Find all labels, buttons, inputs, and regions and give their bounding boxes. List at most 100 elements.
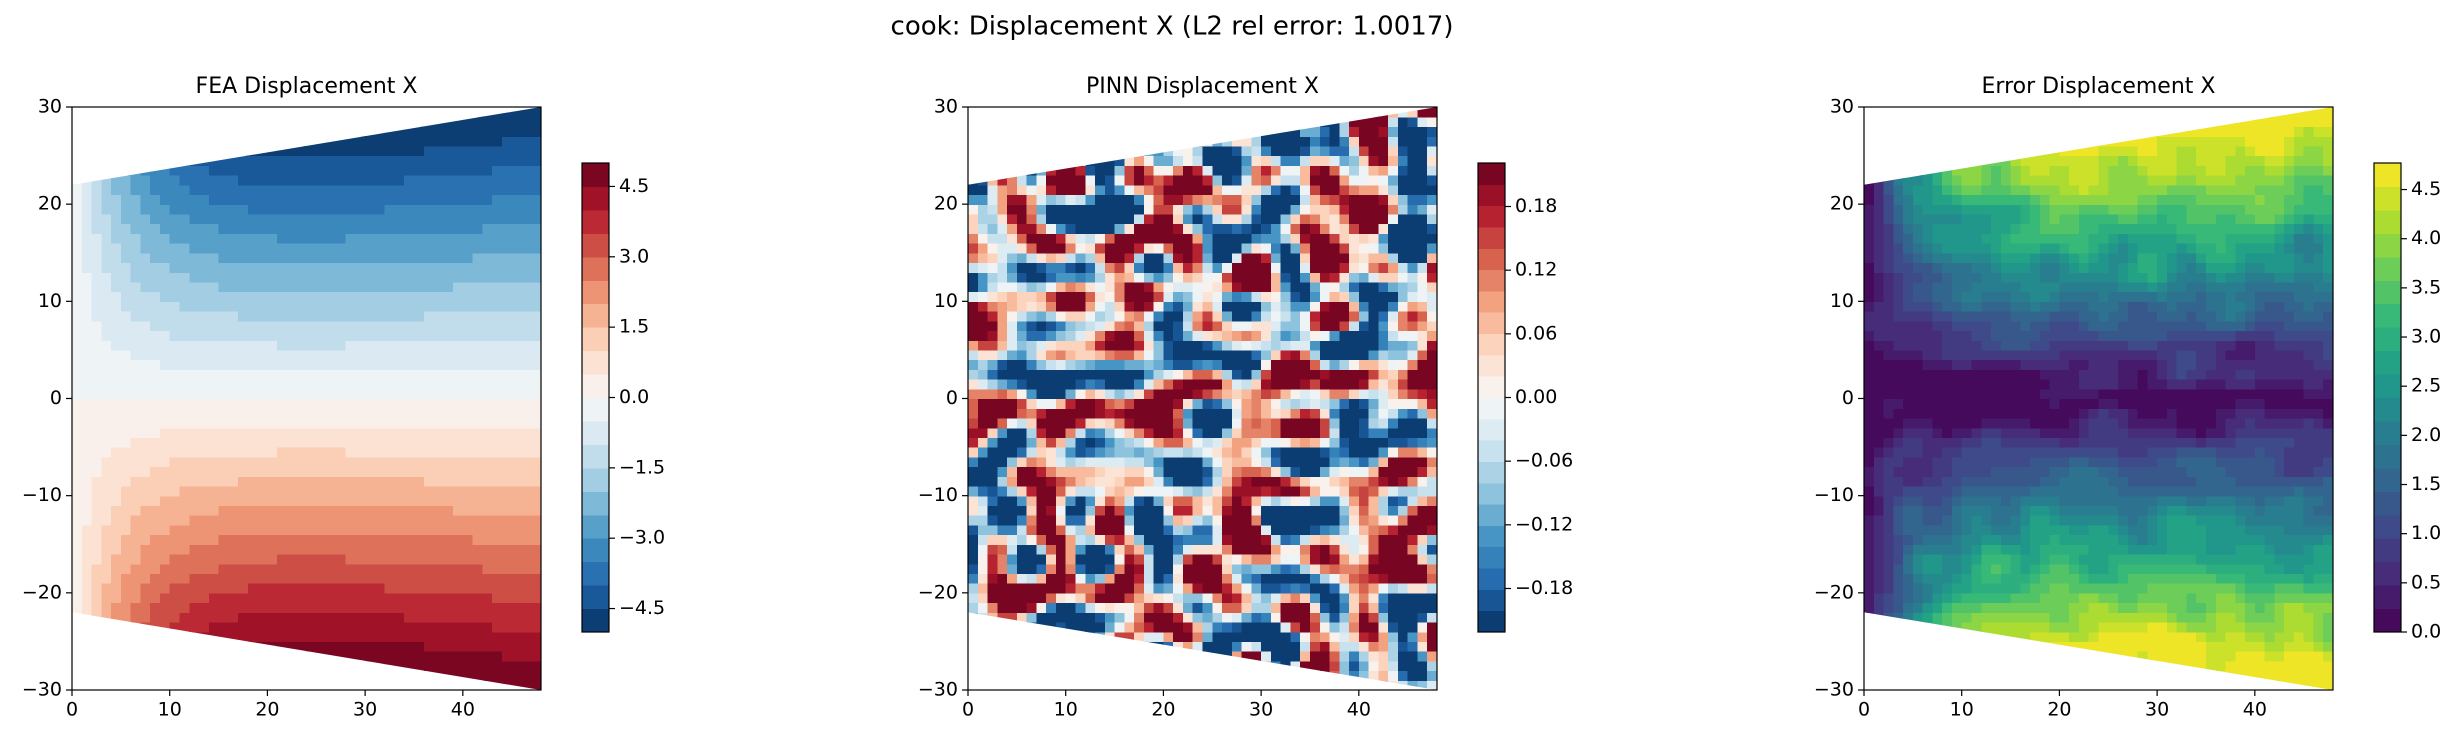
contour-cell (238, 301, 249, 312)
contour-cell (306, 631, 317, 643)
contour-cell (492, 359, 503, 370)
contour-cell (413, 651, 425, 662)
contour-cell (326, 563, 337, 574)
contour-cell (306, 544, 317, 555)
contour-cell (443, 485, 454, 497)
contour-cell (1007, 213, 1018, 225)
contour-cell (1026, 213, 1037, 225)
contour-cell (267, 262, 278, 273)
contour-cell (374, 252, 386, 264)
contour-cell (1104, 447, 1116, 458)
contour-cell (1202, 544, 1213, 555)
contour-cell (179, 184, 190, 196)
contour-cell (394, 524, 405, 536)
contour-cell (1163, 165, 1174, 176)
contour-cell (482, 194, 493, 205)
contour-cell (159, 349, 171, 361)
contour-cell (316, 534, 327, 545)
contour-cell (443, 184, 454, 196)
contour-cell (1163, 408, 1174, 419)
contour-cell (1261, 476, 1272, 487)
contour-cell (1290, 456, 1301, 468)
contour-cell (462, 330, 474, 341)
contour-cell (1124, 155, 1135, 166)
contour-cell (1016, 175, 1028, 186)
contour-cell (218, 340, 229, 351)
contour-cell (1026, 340, 1037, 351)
contour-cell (1124, 175, 1135, 186)
contour-cell (345, 359, 356, 370)
contour-cell (404, 262, 415, 273)
contour-cell (433, 534, 444, 545)
contour-cell (355, 311, 366, 322)
contour-cell (169, 524, 181, 536)
contour-cell (72, 213, 83, 225)
contour-cell (462, 573, 474, 584)
contour-cell (1016, 252, 1028, 264)
contour-cell (247, 233, 259, 244)
contour-cell (1290, 476, 1301, 487)
contour-cell (521, 612, 532, 623)
contour-cell (1251, 369, 1262, 380)
contour-cell (277, 573, 288, 584)
contour-cell (384, 145, 396, 157)
contour-cell (531, 320, 541, 332)
contour-cell (208, 340, 220, 351)
y-tick-label: 10 (38, 290, 62, 312)
contour-cell (1065, 621, 1077, 633)
contour-cell (1134, 262, 1145, 273)
contour-cell (355, 272, 366, 283)
contour-cell (365, 456, 376, 468)
contour-cell (1280, 495, 1292, 506)
contour-cell (335, 534, 347, 545)
contour-cell (189, 621, 200, 633)
contour-cell (1007, 223, 1018, 234)
contour-cell (1065, 223, 1077, 234)
contour-cell (987, 398, 998, 409)
colorbar-band (582, 233, 609, 258)
contour-cell (521, 680, 532, 690)
contour-cell (492, 631, 503, 643)
contour-cell (1241, 194, 1252, 205)
contour-cell (1192, 204, 1204, 215)
contour-cell (1173, 573, 1184, 584)
contour-cell (286, 408, 298, 419)
contour-cell (218, 592, 229, 604)
contour-cell (1231, 592, 1243, 604)
contour-cell (443, 252, 454, 264)
contour-cell (277, 485, 288, 497)
contour-cell (257, 573, 269, 584)
contour-cell (179, 194, 190, 205)
contour-cell (482, 379, 493, 390)
contour-cell (384, 408, 396, 419)
contour-cell (1095, 184, 1106, 196)
contour-cell (1173, 184, 1184, 196)
contour-cell (1182, 330, 1194, 341)
contour-cell (316, 583, 327, 594)
contour-cell (218, 369, 229, 380)
contour-cell (1241, 427, 1252, 438)
contour-cell (1046, 417, 1057, 429)
contour-cell (1261, 213, 1272, 225)
contour-cell (521, 592, 532, 604)
contour-cell (1251, 612, 1262, 623)
contour-cell (228, 194, 239, 205)
contour-cell (987, 243, 998, 254)
contour-cell (81, 388, 93, 400)
contour-cell (1231, 437, 1243, 448)
contour-cell (997, 291, 1008, 302)
contour-cell (218, 233, 229, 244)
contour-cell (501, 495, 513, 506)
contour-cell (257, 233, 269, 244)
contour-cell (384, 602, 396, 613)
contour-cell (423, 175, 435, 186)
contour-cell (472, 349, 483, 361)
contour-cell (443, 340, 454, 351)
contour-cell (384, 398, 396, 409)
contour-cell (977, 417, 989, 429)
contour-cell (238, 223, 249, 234)
contour-cell (511, 175, 523, 186)
contour-cell (472, 660, 483, 672)
contour-cell (199, 612, 210, 623)
contour-cell (472, 359, 483, 370)
